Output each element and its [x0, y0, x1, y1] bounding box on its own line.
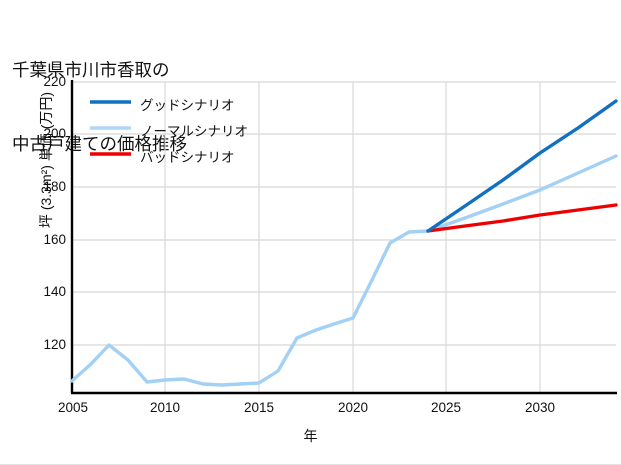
- x-tick-2010: 2010: [149, 400, 181, 415]
- y-tick-120: 120: [43, 337, 66, 352]
- x-axis-label: 年: [303, 428, 318, 444]
- legend-label-good: グッドシナリオ: [140, 98, 235, 113]
- y-tick-200: 200: [43, 126, 66, 141]
- x-tick-2025: 2025: [430, 400, 462, 415]
- chart-title-line-2: 中古戸建ての価格推移: [12, 134, 187, 155]
- legend-label-normal: ノーマルシナリオ: [140, 124, 248, 139]
- grid-vertical: [164, 82, 541, 393]
- grid-horizontal: [72, 81, 616, 346]
- y-tick-180: 180: [43, 179, 66, 194]
- y-axis-label: 坪 (3.3m²) 単価 (万円): [38, 91, 54, 229]
- y-tick-220: 220: [43, 74, 66, 89]
- chart-title-line-1: 千葉県市川市香取の: [12, 59, 170, 80]
- series-line-good: [426, 99, 618, 233]
- legend-label-bad: バッドシナリオ: [140, 150, 235, 165]
- x-tick-2005: 2005: [57, 400, 89, 415]
- legend: [90, 100, 131, 156]
- x-tick-2030: 2030: [524, 400, 556, 415]
- chart-title: 千葉県市川市香取の 中古戸建ての価格推移: [12, 8, 512, 207]
- series-line-bad: [426, 203, 618, 233]
- series-line-normal: [70, 154, 618, 387]
- y-tick-140: 140: [43, 284, 66, 299]
- y-tick-160: 160: [43, 232, 66, 247]
- x-tick-2020: 2020: [337, 400, 369, 415]
- x-tick-2015: 2015: [243, 400, 275, 415]
